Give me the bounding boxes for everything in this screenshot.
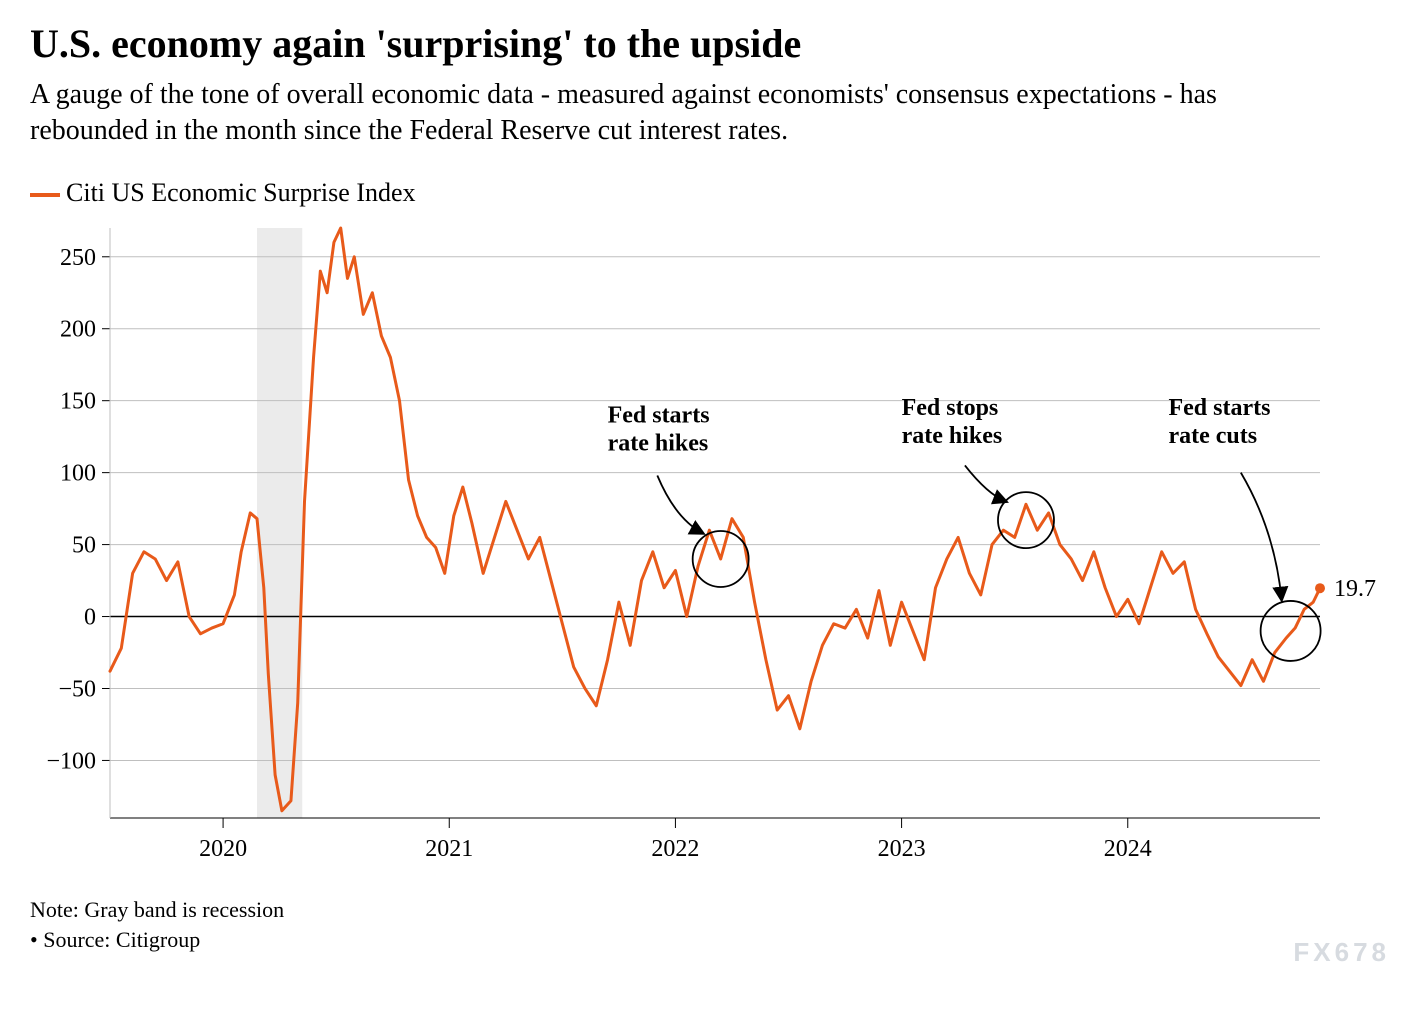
x-tick-label: 2022 — [651, 836, 699, 862]
chart-title: U.S. economy again 'surprising' to the u… — [30, 20, 1390, 67]
y-tick-label: 100 — [60, 460, 96, 486]
annotation-label: Fed starts — [1168, 395, 1270, 421]
y-tick-label: 150 — [60, 388, 96, 414]
y-tick-label: 200 — [60, 317, 96, 343]
annotation-label: Fed stops — [902, 395, 999, 421]
annotation-label: rate hikes — [902, 423, 1003, 449]
annotation-label: rate cuts — [1168, 423, 1257, 449]
x-tick-label: 2023 — [878, 836, 926, 862]
x-tick-label: 2020 — [199, 836, 247, 862]
y-tick-label: 50 — [72, 532, 96, 558]
source-line: • Source: Citigroup — [30, 927, 1390, 953]
x-tick-label: 2024 — [1104, 836, 1152, 862]
chart-subtitle: A gauge of the tone of overall economic … — [30, 77, 1280, 150]
annotation-label: Fed starts — [608, 402, 710, 428]
footnote: Note: Gray band is recession — [30, 897, 1390, 923]
y-tick-label: −100 — [46, 748, 96, 774]
series-end-marker — [1315, 583, 1325, 593]
watermark: FX678 — [1293, 937, 1390, 968]
legend: Citi US Economic Surprise Index — [30, 178, 1390, 208]
legend-label: Citi US Economic Surprise Index — [66, 178, 416, 207]
y-tick-label: −50 — [58, 676, 96, 702]
annotation-label: rate hikes — [608, 430, 709, 456]
x-tick-label: 2021 — [425, 836, 473, 862]
line-chart: −100 −50 0 50 100 150 200 250 2020 2021 2022 2023 20… — [30, 218, 1390, 878]
chart-area: −100 −50 0 50 100 150 200 250 2020 2021 2022 2023 20… — [30, 218, 1390, 883]
legend-swatch — [30, 193, 60, 197]
y-tick-label: 0 — [84, 604, 96, 630]
last-value-label: 19.7 — [1334, 576, 1376, 602]
y-tick-label: 250 — [60, 245, 96, 271]
